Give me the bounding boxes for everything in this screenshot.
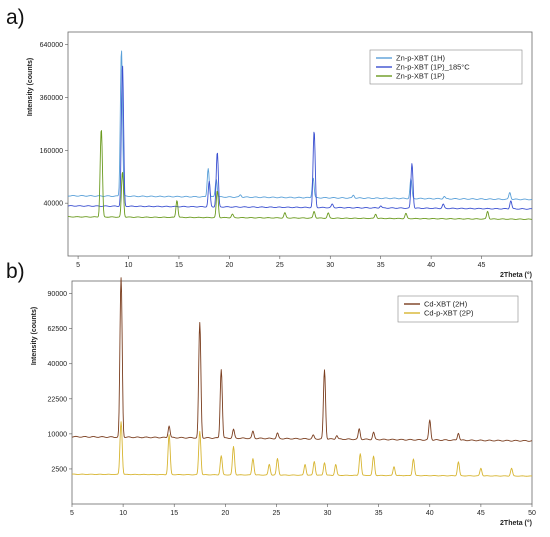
legend-entry: Cd-p-XBT (2P) [424,309,474,318]
series-line-2 [71,421,533,477]
x-tick-label: 35 [377,262,385,269]
x-tick-label: 45 [477,510,485,517]
panel-label-b: b) [6,260,25,283]
x-tick-label: 5 [76,262,80,269]
x-tick-label: 15 [175,262,183,269]
y-tick-label: 10000 [48,431,68,438]
x-tick-label: 15 [170,510,178,517]
series-line-2 [67,65,533,210]
y-tick-label: 160000 [40,148,63,155]
y-tick-label: 62500 [48,326,68,333]
y-tick-label: 22500 [48,396,68,403]
x-tick-label: 25 [276,262,284,269]
legend-entry: Cd-XBT (2H) [424,300,468,309]
x-tick-label: 10 [125,262,133,269]
legend-box [369,49,523,85]
y-tick-label: 2500 [51,466,67,473]
x-tick-label: 40 [426,510,434,517]
y-tick-label: 90000 [48,291,68,298]
plot-frame [67,31,533,257]
chart-b: 5 10 15 20 25 30 35 40 45 50 2500 10000 22500 40000 62… [31,277,536,527]
x-tick-label: 35 [375,510,383,517]
legend-box [397,295,519,323]
x-tick-label: 50 [528,510,536,517]
series-line-1 [67,50,533,201]
y-tick-label: 360000 [40,95,63,102]
x-axis-title: 2Theta (°) [500,519,532,527]
x-axis-title: 2Theta (°) [500,271,532,279]
panel-label-a: a) [6,6,25,29]
x-tick-label: 10 [119,510,127,517]
plot-frame [71,280,533,505]
chart-a: 5 10 15 20 25 30 35 40 45 40000 160000 360000 640000… [27,31,533,279]
x-tick-label: 20 [221,510,229,517]
y-axis-title: Intensity (counts) [31,307,38,365]
legend-entry: Zn-p-XBT (1P) [396,72,445,81]
x-tick-label: 40 [427,262,435,269]
y-tick-label: 640000 [40,42,63,49]
x-tick-label: 25 [273,510,281,517]
x-tick-label: 45 [478,262,486,269]
x-tick-label: 20 [225,262,233,269]
series-line-1 [71,277,533,442]
legend-entry: Zn-p-XBT (1P)_185°C [396,63,470,72]
x-tick-label: 30 [324,510,332,517]
y-tick-label: 40000 [44,201,64,208]
series-line-3 [67,130,533,220]
x-tick-label: 30 [326,262,334,269]
x-tick-label: 5 [70,510,74,517]
y-axis-title: Intensity (counts) [27,58,34,116]
y-tick-label: 40000 [48,361,68,368]
legend-entry: Zn-p-XBT (1H) [396,54,446,63]
